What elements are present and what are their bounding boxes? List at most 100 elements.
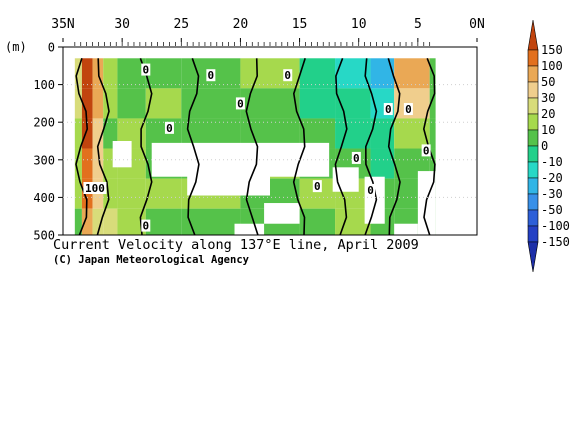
contour-line-4: [245, 58, 259, 235]
contour-label-bg: [141, 219, 151, 232]
colorbar-segment: [527, 113, 539, 131]
y-axis-unit-label: (m): [5, 40, 27, 54]
contour-label-bg: [83, 182, 107, 194]
contour-label: 0: [405, 103, 412, 116]
y-axis: 0 100 200 300 400 500: [33, 41, 477, 243]
velocity-cell-12-3: [429, 148, 436, 179]
contour-label: 0: [284, 69, 291, 82]
velocity-cell-0-4: [74, 178, 82, 209]
colorbar-label: 30: [541, 91, 555, 105]
no-data-gap-5: [264, 203, 300, 224]
velocity-cell-9-2: [335, 118, 371, 149]
contour-label: 100: [85, 182, 105, 195]
contour-label: 0: [208, 69, 215, 82]
y-tick-label: 500: [33, 229, 55, 243]
velocity-cell-2-0: [92, 58, 104, 89]
velocity-cell-0-0: [74, 58, 82, 89]
colorbar-label: -100: [541, 219, 570, 233]
x-tick-label: 10: [351, 17, 367, 32]
x-tick-label: 25: [173, 17, 189, 32]
contour-label-bg: [235, 97, 245, 110]
contour-lines: [75, 58, 436, 235]
contour-label-bg: [403, 103, 413, 116]
y-tick-label: 300: [33, 153, 55, 167]
contour-line-3: [186, 58, 200, 235]
velocity-cell-5-0: [145, 58, 182, 89]
plot-area: [74, 58, 436, 235]
contour-label-bg: [141, 63, 151, 76]
colorbar-label: 150: [541, 43, 563, 57]
velocity-cell-1-0: [81, 58, 93, 89]
x-tick-label: 30: [114, 17, 130, 32]
velocity-cell-5-5: [145, 208, 182, 235]
colorbar-segment: [527, 161, 539, 179]
velocity-cell-0-2: [74, 118, 82, 149]
contour-label-bg: [383, 103, 393, 116]
velocity-cell-11-2: [394, 118, 430, 149]
y-tick-label: 200: [33, 116, 55, 130]
contour-label-bg: [366, 183, 376, 196]
plot-frame: [62, 46, 478, 236]
velocity-cell-1-1: [81, 88, 93, 119]
velocity-cell-11-0: [394, 58, 430, 89]
colorbar-label: 10: [541, 123, 555, 137]
colorbar-label: 50: [541, 75, 555, 89]
colorbar-label: 0: [541, 139, 548, 153]
y-tick-label: 100: [33, 78, 55, 92]
velocity-cell-8-1: [299, 88, 336, 119]
velocity-cell-7-1: [240, 88, 300, 119]
contour-label: 0: [237, 97, 244, 110]
velocity-cell-4-0: [117, 58, 146, 89]
contour-line-5: [292, 58, 306, 235]
y-tick-label: 0: [48, 41, 55, 55]
velocity-cell-3-5: [103, 208, 118, 235]
contour-label-bg: [312, 180, 322, 193]
contour-line-2: [139, 58, 153, 235]
chart-credit: (C) Japan Meteorological Agency: [53, 254, 249, 266]
colorbar-label: -30: [541, 187, 563, 201]
velocity-cell-8-5: [299, 208, 336, 235]
colorbar-segment: [527, 193, 539, 211]
colorbar-segment: [527, 225, 539, 243]
velocity-cell-10-3: [370, 148, 395, 179]
velocity-cell-6-1: [181, 88, 241, 119]
contour-label: 0: [142, 64, 149, 77]
velocity-cell-1-3: [81, 148, 93, 179]
colorbar-label: 100: [541, 59, 563, 73]
x-tick-label: 0N: [469, 17, 485, 32]
contour-line-6: [334, 58, 348, 235]
contour-label: 0: [423, 144, 430, 157]
velocity-cell-0-1: [74, 88, 82, 119]
colorbar-segment: [527, 129, 539, 147]
velocity-cell-3-0: [103, 58, 118, 89]
no-data-gap-6: [394, 223, 418, 235]
colorbar-label: -50: [541, 203, 563, 217]
x-tick-label: 15: [292, 17, 308, 32]
velocity-cell-1-2: [81, 118, 93, 149]
y-tick-label: 400: [33, 191, 55, 205]
colorbar-segment: [527, 241, 539, 273]
contour-label-bg: [283, 69, 293, 82]
x-tick-label: 35N: [51, 17, 74, 32]
contour-label-bg: [351, 151, 361, 164]
velocity-cell-10-2: [370, 118, 395, 149]
colorbar-segment: [527, 81, 539, 99]
colorbar-label: -150: [541, 235, 570, 249]
contour-label-bg: [164, 121, 174, 134]
station-ticks: [74, 42, 431, 46]
contour-line-1: [96, 58, 110, 235]
x-tick-label: 20: [233, 17, 249, 32]
no-data-gap-7: [234, 223, 265, 235]
velocity-cell-8-0: [299, 58, 336, 89]
contour-line-7: [364, 58, 378, 235]
no-data-gap-2: [112, 141, 132, 168]
velocity-cell-0-5: [74, 208, 82, 235]
velocity-cell-10-0: [370, 58, 395, 89]
contour-label: 0: [314, 180, 321, 193]
colorbar-segment: [527, 97, 539, 115]
contour-label: 0: [166, 122, 173, 135]
x-tick-label: 5: [414, 17, 422, 32]
velocity-cell-1-5: [81, 208, 93, 235]
